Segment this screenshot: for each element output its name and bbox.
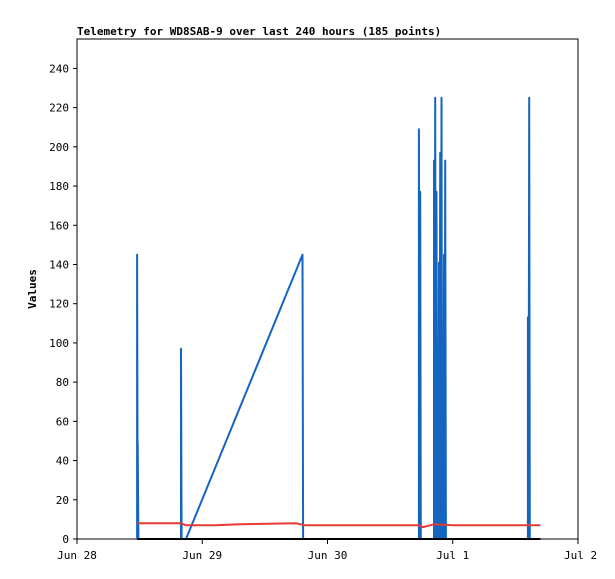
y-tick-label: 220 — [49, 102, 69, 115]
y-tick-label: 0 — [62, 533, 69, 546]
y-axis-ticks: 0 20 40 60 80 100 120 140 160 180 200 220 240 — [49, 62, 77, 546]
y-tick-label: 60 — [56, 415, 69, 428]
y-tick-label: 100 — [49, 337, 69, 350]
y-tick-label: 140 — [49, 258, 69, 271]
y-axis-label: Values — [26, 269, 39, 309]
y-tick-label: 20 — [56, 494, 69, 507]
plot-frame — [76, 38, 579, 540]
x-tick-label: Jul 2 — [564, 549, 597, 562]
series-line-0 — [136, 96, 531, 540]
y-tick-label: 240 — [49, 62, 69, 75]
series-line-1 — [137, 522, 541, 529]
x-tick-label: Jun 28 — [57, 549, 97, 562]
y-tick-label: 180 — [49, 180, 69, 193]
y-tick-label: 200 — [49, 141, 69, 154]
x-tick-label: Jun 29 — [182, 549, 222, 562]
y-tick-label: 40 — [56, 455, 69, 468]
y-tick-label: 120 — [49, 298, 69, 311]
chart-title: Telemetry for WD8SAB-9 over last 240 hou… — [77, 25, 441, 38]
y-tick-label: 160 — [49, 219, 69, 232]
y-tick-label: 80 — [56, 376, 69, 389]
x-tick-label: Jul 1 — [436, 549, 469, 562]
x-axis-ticks: Jun 28 Jun 29 Jun 30 Jul 1 Jul 2 — [57, 539, 597, 562]
series-layer — [136, 96, 541, 540]
x-tick-label: Jun 30 — [308, 549, 348, 562]
